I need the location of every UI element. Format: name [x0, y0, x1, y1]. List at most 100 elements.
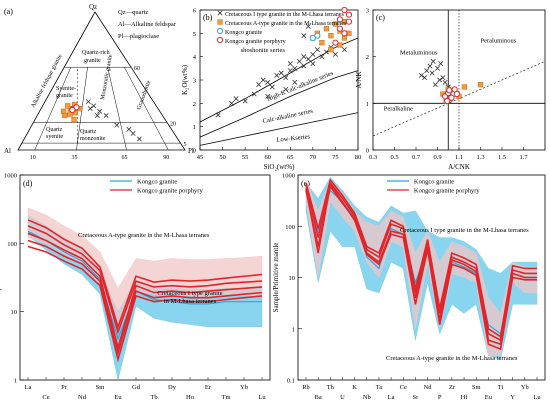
field-shoshonite-series: shoshonite series	[241, 47, 286, 54]
acnk-point	[461, 84, 467, 90]
x-tick-label: Gd	[132, 384, 141, 391]
k2o-point	[292, 79, 298, 85]
x-tick-label: P	[438, 394, 442, 401]
x-tick-label: Eu	[114, 394, 122, 401]
k2o-point	[345, 11, 353, 18]
ternary-i-type-point	[136, 136, 142, 142]
panel-a-label: (a)	[4, 7, 13, 16]
acnk-point	[446, 87, 453, 94]
x-axis-label: SiO₂(wt%)	[264, 163, 295, 171]
k2o-point	[251, 91, 257, 97]
x-tick-label: Ce	[400, 384, 407, 391]
ternary-i-type-point	[85, 99, 91, 105]
x-tick-label: Yb	[240, 384, 248, 391]
field-syenite-granite: granite	[56, 93, 73, 99]
x-tick-label: 75	[332, 154, 339, 161]
apex-label-pl: Pl	[188, 147, 194, 155]
ternary-a-type-point	[62, 112, 68, 119]
field-monzonitic-granite: Monzonitic granite	[100, 54, 114, 100]
x-tick-label: 0.7	[412, 154, 421, 161]
ternary-i-type-point	[97, 108, 103, 114]
base-tick-label: 35	[71, 155, 77, 161]
ternary-triangle	[17, 11, 186, 151]
acnk-point	[424, 68, 430, 74]
legend-label: Kongco granite porphyry	[414, 188, 480, 195]
ternary-porphyry-point	[69, 106, 76, 114]
ternary-legend-line: Pl—plagioclase	[118, 33, 159, 40]
series-line	[27, 225, 263, 335]
field-syenite-granite: Syenite-	[56, 86, 76, 92]
apex-label-al: Al	[4, 147, 11, 155]
k2o-point	[314, 32, 321, 39]
k2o-point	[328, 33, 334, 39]
series-line	[27, 239, 263, 356]
field-alkaline-feldspar-granite: Alkaline feldspar granite	[30, 53, 64, 109]
y-tick-label: 1	[366, 101, 369, 108]
k2o-point	[215, 112, 221, 118]
k2o-point	[314, 47, 320, 53]
k2o-point	[305, 56, 311, 62]
base-tick-label: 90	[163, 155, 169, 161]
x-tick-label: Sr	[413, 394, 420, 401]
series-line	[27, 219, 263, 330]
k2o-point	[341, 47, 347, 53]
legend-marker	[216, 36, 224, 44]
side-tick-label: 5	[184, 142, 187, 148]
k2o-point	[287, 68, 293, 74]
x-tick-label: Ta	[376, 384, 383, 391]
series-boundary-line	[199, 70, 359, 138]
legend-label: Kongco granite porphyry	[137, 188, 203, 195]
y-tick-label: 3	[193, 78, 196, 85]
y-tick-label: 1	[292, 326, 295, 333]
x-axis-label: A/CNK	[448, 163, 470, 171]
ternary-a-type-point	[65, 103, 71, 109]
ternary-i-type-point	[130, 130, 136, 136]
y-tick-label: 5	[193, 31, 196, 38]
ternary-legend-line: Qz—quartz	[118, 9, 148, 16]
field-quartz-rich-granite: granite	[84, 58, 101, 64]
ternary-i-type-point	[114, 122, 120, 128]
panel-c-label: (c)	[376, 13, 385, 22]
y-tick-label: 1000	[282, 173, 295, 180]
y-axis-label: K₂O(wt%)	[181, 64, 189, 95]
x-tick-label: 80	[355, 154, 362, 161]
field-peralkaline: Peralkaline	[384, 105, 413, 112]
y-tick-label: 1	[193, 124, 196, 131]
panel-d-frame	[19, 174, 271, 381]
k2o-point	[274, 72, 280, 78]
x-tick-label: 0.9	[433, 154, 441, 161]
k2o-point	[242, 98, 248, 104]
k2o-point	[265, 79, 271, 85]
field-quartz-syenite: Quartz	[46, 127, 63, 133]
x-tick-label: 50	[219, 154, 226, 161]
series-line	[27, 232, 263, 351]
apex-label-qz: Qz	[89, 3, 97, 11]
acnk-point	[453, 90, 460, 98]
k2o-point	[301, 33, 307, 39]
x-tick-label: Th	[327, 384, 335, 391]
ternary-divider	[107, 67, 127, 151]
y-tick-label: 0	[366, 148, 369, 155]
series-line	[27, 245, 263, 363]
x-tick-label: 0.3	[369, 154, 377, 161]
acnk-point	[440, 75, 446, 81]
acnk-point	[435, 65, 440, 71]
k2o-point	[265, 93, 271, 99]
x-tick-label: Nd	[78, 394, 87, 401]
x-tick-label: Ce	[42, 394, 49, 401]
ternary-i-type-point	[94, 113, 100, 118]
legend-marker	[217, 19, 223, 25]
side-tick-label: 20	[170, 121, 176, 127]
y-tick-label: 4	[193, 54, 197, 61]
k2o-point	[328, 47, 334, 53]
acnk-point	[432, 82, 438, 88]
x-tick-label: 70	[310, 154, 317, 161]
k2o-point	[336, 16, 344, 23]
k2o-point	[337, 42, 343, 48]
k2o-point	[292, 65, 298, 71]
panel-d-label: (d)	[23, 179, 33, 188]
ternary-a-type-point	[71, 117, 77, 123]
x-tick-label: 0.5	[390, 154, 398, 161]
acnk-point	[477, 82, 484, 88]
